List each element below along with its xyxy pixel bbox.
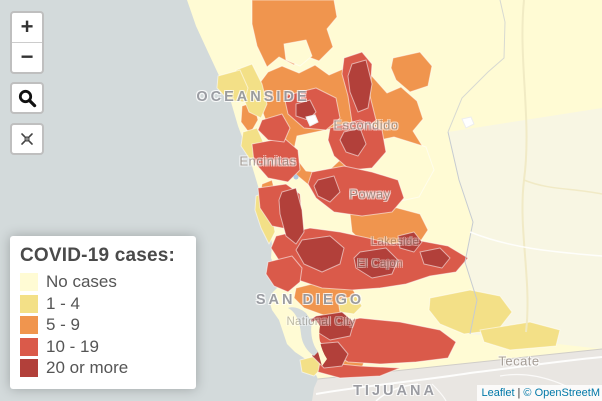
legend-label: 1 - 4 — [46, 293, 81, 313]
basemap-boundaries — [293, 0, 602, 335]
legend-swatch-20-plus — [20, 359, 38, 378]
legend-item-1-4: 1 - 4 — [20, 293, 186, 315]
zoom-control: + − — [10, 11, 44, 74]
search-icon — [18, 89, 37, 108]
zoom-in-button[interactable]: + — [12, 13, 42, 43]
san-diego-bay — [270, 292, 327, 366]
legend-label: 5 - 9 — [46, 315, 81, 335]
legend-panel: COVID-19 cases: No cases 1 - 4 5 - 9 10 … — [10, 235, 196, 389]
legend-item-20-plus: 20 or more — [20, 358, 186, 380]
legend-item-no-cases: No cases — [20, 272, 186, 294]
choropleth-regions-20-plus — [278, 59, 451, 369]
legend-label: 20 or more — [46, 358, 129, 378]
legend-title: COVID-19 cases: — [20, 244, 176, 266]
reset-extent-button[interactable] — [10, 123, 44, 155]
legend-item-5-9: 5 - 9 — [20, 315, 186, 337]
legend-swatch-1-4 — [20, 294, 38, 313]
legend-swatch-no-cases — [20, 273, 38, 292]
legend-swatch-10-19 — [20, 337, 38, 356]
attribution-separator: | — [517, 387, 521, 399]
leaflet-link[interactable]: Leaflet — [481, 387, 515, 399]
legend-label: 10 - 19 — [46, 336, 99, 356]
openstreetmap-link[interactable]: © OpenStreetM — [523, 387, 600, 399]
attribution: Leaflet | © OpenStreetM — [476, 385, 602, 401]
lake — [293, 174, 299, 180]
legend-label: No cases — [46, 272, 117, 292]
legend-item-10-19: 10 - 19 — [20, 336, 186, 358]
legend-swatch-5-9 — [20, 316, 38, 335]
road — [315, 356, 602, 395]
collapse-arrows-icon — [21, 133, 33, 145]
zoom-out-button[interactable]: − — [20, 44, 34, 69]
search-button[interactable] — [10, 82, 44, 114]
